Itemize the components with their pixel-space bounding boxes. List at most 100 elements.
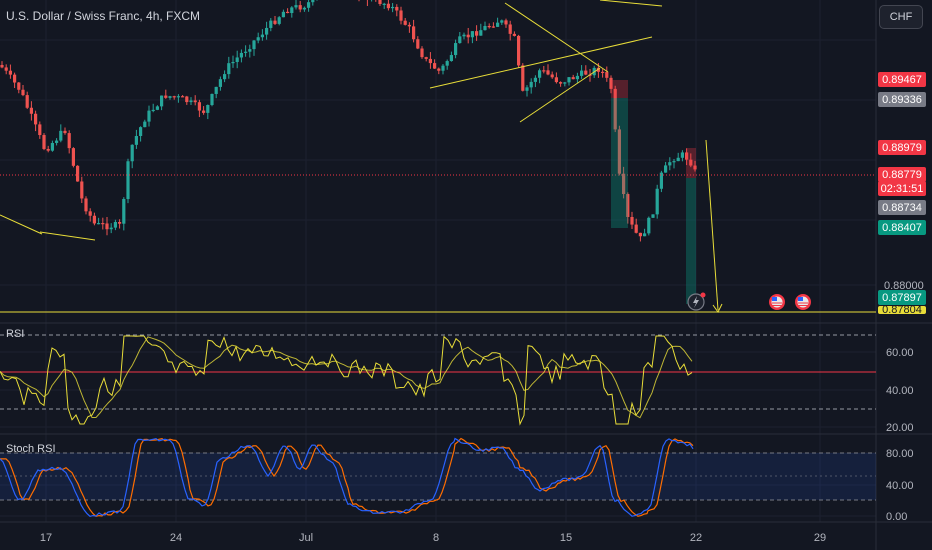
- candle: [550, 71, 554, 79]
- candle: [643, 228, 647, 237]
- candle: [470, 31, 474, 44]
- candle: [445, 59, 449, 70]
- candle-body: [643, 233, 647, 237]
- price-tick-label: 0.88000: [884, 280, 924, 292]
- candle-body: [542, 70, 546, 72]
- candle: [50, 140, 54, 152]
- trendline: [39, 231, 96, 241]
- candle: [210, 93, 214, 107]
- candle: [34, 110, 38, 132]
- candle-body: [239, 52, 243, 58]
- triangle-falling-line: [504, 2, 609, 73]
- candle-body: [298, 5, 302, 10]
- candle: [281, 9, 285, 18]
- triangle-lower-line: [519, 67, 601, 123]
- candle-body: [445, 61, 449, 66]
- candle-body: [580, 70, 584, 76]
- short-position-stop-zone: [611, 80, 628, 98]
- candle: [55, 138, 59, 146]
- candle-body: [693, 165, 697, 170]
- candle-body: [395, 6, 399, 11]
- candle: [193, 95, 197, 106]
- candle: [277, 16, 281, 26]
- candle: [316, 0, 318, 1]
- candle-body: [407, 24, 411, 27]
- candle-body: [168, 96, 172, 98]
- candle: [672, 158, 676, 169]
- candle-body: [252, 40, 256, 50]
- drawings-layer[interactable]: [0, 0, 876, 313]
- candle-body: [508, 24, 512, 34]
- candle-body: [88, 211, 92, 216]
- candle: [676, 152, 680, 162]
- candle: [428, 52, 432, 69]
- candle-body: [42, 135, 46, 149]
- candle: [378, 0, 382, 6]
- candle-body: [126, 161, 130, 200]
- candle: [529, 78, 533, 94]
- candle: [504, 18, 508, 28]
- currency-button[interactable]: CHF: [879, 5, 923, 29]
- candle: [358, 0, 360, 2]
- candle-body: [265, 27, 269, 35]
- candle: [97, 217, 101, 225]
- candle: [185, 95, 189, 105]
- candle-body: [475, 31, 479, 36]
- candle-body: [193, 100, 197, 103]
- candle-body: [491, 26, 495, 28]
- candle: [181, 95, 185, 98]
- candle: [260, 29, 264, 41]
- candle-body: [403, 20, 407, 25]
- candle-body: [235, 57, 239, 62]
- rsi-tick-label: 60.00: [886, 347, 914, 359]
- candle-body: [449, 55, 453, 62]
- candle-body: [479, 30, 483, 36]
- us-flag-event-icon: [769, 294, 785, 310]
- price-tag-horizontal-line: 0.87804: [878, 306, 926, 314]
- candle-body: [109, 227, 113, 230]
- candle: [8, 64, 12, 79]
- candle: [147, 105, 151, 127]
- candle-body: [256, 37, 260, 41]
- candle: [512, 31, 516, 37]
- candle-body: [181, 96, 185, 98]
- candle-body: [189, 100, 193, 103]
- candle: [651, 214, 655, 218]
- stoch-rsi-pane[interactable]: [0, 437, 876, 517]
- us-flag-event-icon: [795, 294, 811, 310]
- candle-body: [25, 95, 29, 108]
- x-tick-label: 8: [433, 532, 439, 544]
- price-tag-price-level: 0.88734: [878, 200, 926, 215]
- candle-body: [462, 34, 466, 37]
- candle: [256, 32, 260, 44]
- x-tick-label: 24: [170, 532, 182, 544]
- price-pane[interactable]: [0, 0, 876, 242]
- candle: [483, 21, 487, 31]
- candle-body: [382, 3, 386, 5]
- candle-body: [97, 223, 101, 225]
- candle-body: [59, 130, 63, 141]
- candle-body: [470, 31, 474, 38]
- candle-body: [17, 82, 21, 90]
- candle-body: [34, 113, 38, 125]
- trendline: [0, 214, 43, 235]
- candle-body: [248, 49, 252, 52]
- candle-body: [160, 95, 164, 107]
- candle: [88, 208, 92, 222]
- candle-body: [139, 127, 143, 136]
- candle: [685, 148, 689, 166]
- candle: [437, 67, 441, 75]
- candle-body: [672, 161, 676, 163]
- candle: [630, 211, 634, 230]
- candle-body: [512, 33, 516, 36]
- short-position-stop-zone: [686, 148, 696, 178]
- candle: [416, 36, 420, 50]
- candle: [113, 219, 117, 231]
- candle-body: [206, 104, 210, 113]
- rsi-ma-line: [0, 336, 693, 419]
- candle-body: [386, 3, 390, 9]
- rsi-pane[interactable]: [0, 334, 876, 426]
- candle: [168, 95, 172, 100]
- candle-body: [575, 75, 579, 80]
